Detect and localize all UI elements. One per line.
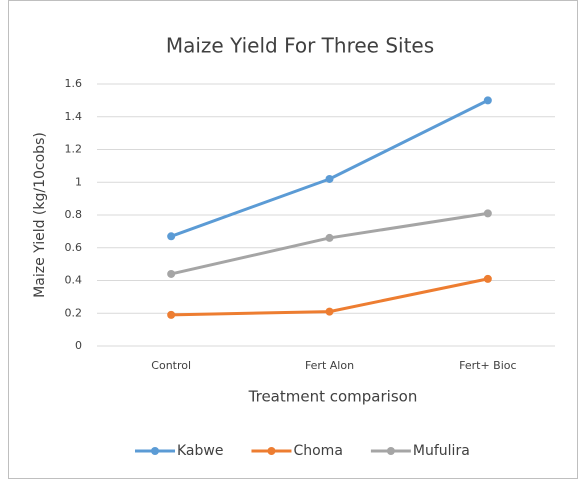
legend-label: Choma bbox=[293, 443, 342, 459]
data-point bbox=[325, 174, 334, 183]
y-tick-label: 1.2 bbox=[65, 143, 83, 156]
data-point bbox=[167, 232, 176, 241]
y-tick-label: 1 bbox=[75, 175, 82, 188]
y-tick-label: 0.2 bbox=[65, 306, 83, 319]
legend-marker bbox=[267, 447, 276, 455]
y-tick-label: 1.6 bbox=[65, 77, 83, 90]
x-tick-label: Fert Alon bbox=[305, 359, 354, 372]
legend-label: Mufulira bbox=[413, 443, 470, 459]
y-tick-label: 0.4 bbox=[65, 274, 83, 287]
data-point bbox=[483, 274, 492, 283]
x-tick-label: Fert+ Bioc bbox=[459, 359, 516, 372]
data-point bbox=[325, 233, 334, 242]
chart-title: Maize Yield For Three Sites bbox=[166, 34, 434, 58]
y-tick-label: 0.8 bbox=[65, 208, 83, 221]
legend-marker bbox=[386, 447, 395, 455]
chart-frame bbox=[8, 0, 578, 479]
y-tick-label: 0.6 bbox=[65, 241, 83, 254]
data-point bbox=[483, 96, 492, 105]
y-tick-label: 0 bbox=[75, 339, 82, 352]
y-axis-label: Maize Yield (kg/10cobs) bbox=[32, 132, 48, 298]
data-point bbox=[167, 269, 176, 278]
y-tick-label: 1.4 bbox=[65, 110, 83, 123]
legend-marker bbox=[151, 447, 159, 455]
data-point bbox=[325, 307, 334, 316]
x-tick-label: Control bbox=[151, 359, 191, 372]
data-point bbox=[167, 310, 176, 319]
data-point bbox=[483, 209, 492, 218]
x-axis-label: Treatment comparison bbox=[248, 388, 418, 406]
legend-label: Kabwe bbox=[177, 443, 223, 459]
